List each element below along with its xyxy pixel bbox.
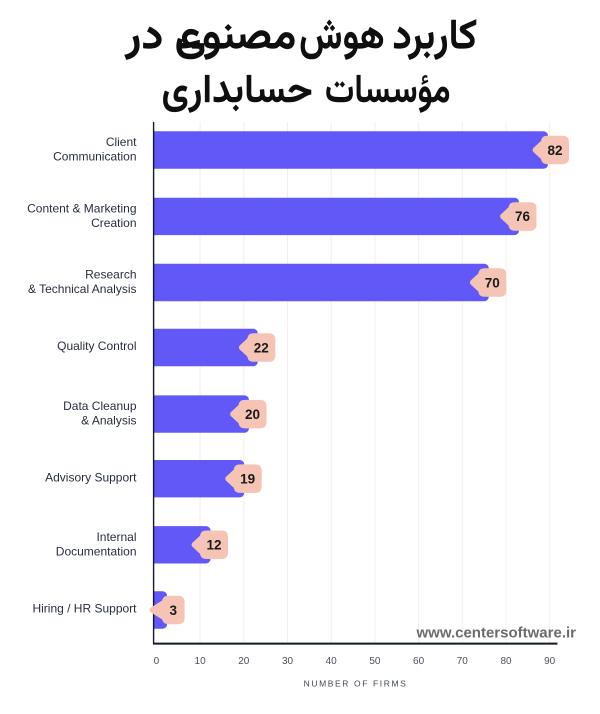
svg-text:Content & Marketing: Content & Marketing <box>27 202 136 216</box>
svg-text:30: 30 <box>282 656 294 667</box>
svg-text:90: 90 <box>544 656 556 667</box>
svg-text:Data Cleanup: Data Cleanup <box>63 399 137 413</box>
svg-text:40: 40 <box>326 656 338 667</box>
svg-text:Creation: Creation <box>91 216 136 230</box>
svg-text:Communication: Communication <box>53 150 136 164</box>
svg-text:3: 3 <box>170 603 178 618</box>
svg-text:70: 70 <box>485 275 500 290</box>
svg-text:Quality Control: Quality Control <box>57 339 136 353</box>
svg-text:Internal: Internal <box>96 530 136 544</box>
svg-text:www.centersoftware.ir: www.centersoftware.ir <box>416 625 577 642</box>
svg-text:20: 20 <box>238 656 250 667</box>
svg-text:Client: Client <box>106 135 137 149</box>
svg-text:12: 12 <box>206 538 221 553</box>
svg-text:50: 50 <box>369 656 381 667</box>
svg-text:& Technical Analysis: & Technical Analysis <box>28 282 137 296</box>
svg-text:60: 60 <box>413 656 425 667</box>
svg-text:82: 82 <box>547 143 562 158</box>
svg-text:20: 20 <box>245 407 260 422</box>
svg-text:Documentation: Documentation <box>56 544 137 558</box>
svg-text:Hiring / HR Support: Hiring / HR Support <box>32 602 137 616</box>
svg-text:0: 0 <box>154 656 160 667</box>
svg-text:22: 22 <box>254 340 269 355</box>
svg-text:NUMBER OF FIRMS: NUMBER OF FIRMS <box>304 679 408 689</box>
svg-text:Research: Research <box>85 268 136 282</box>
svg-text:Advisory Support: Advisory Support <box>45 470 137 484</box>
svg-text:10: 10 <box>195 656 207 667</box>
svg-text:70: 70 <box>457 656 469 667</box>
svg-text:80: 80 <box>500 656 512 667</box>
svg-text:76: 76 <box>515 209 531 224</box>
svg-text:19: 19 <box>240 472 255 487</box>
svg-text:& Analysis: & Analysis <box>81 414 136 428</box>
